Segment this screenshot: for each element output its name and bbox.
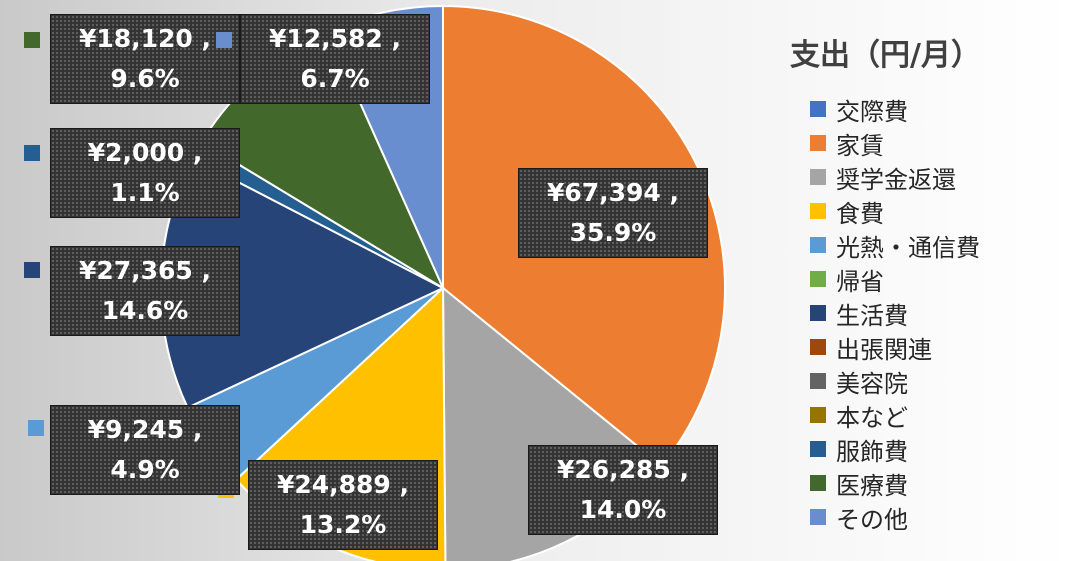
- legend-label: その他: [836, 505, 908, 534]
- data-label-6: ¥27,365 , 14.6%: [50, 246, 240, 336]
- legend-item-0: 交際費: [810, 92, 980, 126]
- legend-label: 交際費: [836, 97, 908, 126]
- data-label-3: ¥24,889 , 13.2%: [248, 460, 438, 550]
- legend-item-12: その他: [810, 500, 980, 534]
- data-label-value: ¥24,889 ,: [276, 470, 410, 499]
- legend-item-1: 家賃: [810, 126, 980, 160]
- chart-title: 支出（円/月）: [790, 38, 981, 73]
- data-label-value: ¥27,365 ,: [78, 256, 212, 285]
- legend-label: 医療費: [836, 471, 908, 500]
- legend-swatch: [810, 203, 826, 219]
- data-label-percent: 9.6%: [110, 64, 180, 93]
- legend-label: 奨学金返還: [836, 165, 956, 194]
- legend-item-7: 出張関連: [810, 330, 980, 364]
- data-label-11: ¥18,120 , 9.6%: [50, 14, 240, 104]
- legend-swatch: [810, 237, 826, 253]
- data-label-key-10: [24, 145, 40, 161]
- legend-label: 帰省: [836, 267, 884, 296]
- legend-label: 食費: [836, 199, 884, 228]
- legend-swatch: [810, 101, 826, 117]
- data-label-10: ¥2,000 , 1.1%: [50, 128, 240, 218]
- data-label-value: ¥12,582 ,: [268, 24, 402, 53]
- legend-swatch: [810, 407, 826, 423]
- data-label-percent: 35.9%: [569, 218, 657, 247]
- legend-label: 家賃: [836, 131, 884, 160]
- legend-swatch: [810, 339, 826, 355]
- data-label-percent: 14.6%: [101, 296, 189, 325]
- legend-label: 本など: [836, 403, 908, 432]
- data-label-key-4: [28, 420, 44, 436]
- legend-item-10: 服飾費: [810, 432, 980, 466]
- data-label-percent: 6.7%: [300, 64, 370, 93]
- legend-item-9: 本など: [810, 398, 980, 432]
- legend-item-6: 生活費: [810, 296, 980, 330]
- data-label-value: ¥9,245 ,: [87, 415, 203, 444]
- data-label-key-11: [24, 32, 40, 48]
- data-label-value: ¥26,285 ,: [556, 455, 690, 484]
- legend-swatch: [810, 305, 826, 321]
- data-label-key-12: [216, 32, 232, 48]
- data-label-value: ¥67,394 ,: [546, 178, 680, 207]
- data-label-4: ¥9,245 , 4.9%: [50, 405, 240, 495]
- legend-label: 光熱・通信費: [836, 233, 980, 262]
- legend-label: 出張関連: [836, 335, 932, 364]
- legend-swatch: [810, 271, 826, 287]
- legend-swatch: [810, 373, 826, 389]
- legend-label: 服飾費: [836, 437, 908, 466]
- data-label-percent: 1.1%: [110, 178, 180, 207]
- data-label-percent: 4.9%: [110, 455, 180, 484]
- legend-label: 美容院: [836, 369, 908, 398]
- legend-item-11: 医療費: [810, 466, 980, 500]
- legend-item-3: 食費: [810, 194, 980, 228]
- legend-swatch: [810, 441, 826, 457]
- data-label-12: ¥12,582 , 6.7%: [240, 14, 430, 104]
- data-label-percent: 14.0%: [579, 495, 667, 524]
- legend-item-8: 美容院: [810, 364, 980, 398]
- legend-swatch: [810, 475, 826, 491]
- legend-item-2: 奨学金返還: [810, 160, 980, 194]
- legend-item-5: 帰省: [810, 262, 980, 296]
- data-label-percent: 13.2%: [299, 510, 387, 539]
- legend-label: 生活費: [836, 301, 908, 330]
- chart-legend: 交際費家賃奨学金返還食費光熱・通信費 帰省生活費出張関連美容院本など服飾費医療費そ…: [810, 92, 980, 534]
- legend-swatch: [810, 169, 826, 185]
- data-label-value: ¥2,000 ,: [87, 138, 203, 167]
- data-label-1: ¥67,394 , 35.9%: [518, 168, 708, 258]
- data-label-2: ¥26,285 , 14.0%: [528, 445, 718, 535]
- data-label-value: ¥18,120 ,: [78, 24, 212, 53]
- legend-swatch: [810, 509, 826, 525]
- data-label-key-6: [24, 262, 40, 278]
- legend-item-4: 光熱・通信費: [810, 228, 980, 262]
- legend-swatch: [810, 135, 826, 151]
